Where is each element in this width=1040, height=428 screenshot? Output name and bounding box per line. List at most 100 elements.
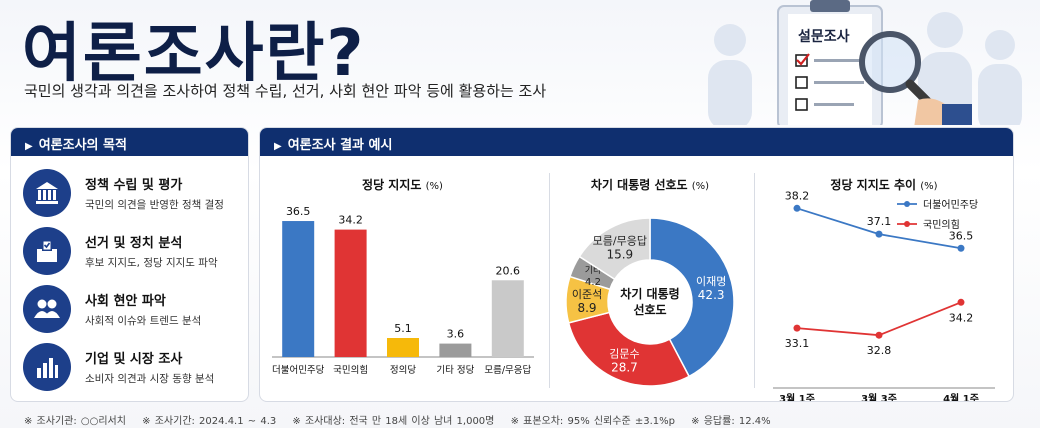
footnote-item: ※ 조사대상: 전국 만 18세 이상 남녀 1,000명 [292, 416, 495, 427]
results-panel-header: ▶ 여론조사 결과 예시 [260, 128, 1013, 156]
purpose-item-election: 선거 및 정치 분석 후보 지지도, 정당 지지도 파악 [23, 222, 236, 280]
point-value-label: 37.1 [867, 215, 892, 228]
donut-slice [578, 217, 651, 281]
bar-category-label: 정의당 [390, 365, 416, 376]
results-panel: ▶ 여론조사 결과 예시 정당 지지도 (%) 36.5 더불어민주당 34.2 국민의… [259, 127, 1014, 402]
magnifier-icon [859, 31, 972, 125]
footnote-item: ※ 응답률: 12.4% [691, 416, 771, 427]
bar-value-label: 5.1 [394, 322, 412, 335]
chart-title: 정당 지지도 추이 (%) [755, 176, 1013, 193]
purpose-panel: ▶ 여론조사의 목적 정책 수립 및 평가 국민의 의견을 반영한 정책 결정 선… [10, 127, 249, 402]
purpose-title: 정책 수립 및 평가 [85, 178, 183, 193]
chart-title-text: 정당 지지도 추이 [830, 178, 917, 192]
slice-value-label: 8.9 [577, 301, 596, 315]
presidential-preference-chart: 차기 대통령 선호도 (%) 이재명 42.3 김문수 28.7 이준석 8.9 기타 4.2… [550, 156, 750, 401]
chart-title: 정당 지지도 (%) [260, 176, 545, 193]
bar [334, 229, 367, 357]
series-line [796, 301, 962, 337]
footnote-item: ※ 표본오차: 95% 신뢰수준 ±3.1%p [510, 416, 675, 427]
triangle-right-icon: ▶ [274, 141, 282, 152]
purpose-panel-title: 여론조사의 목적 [38, 138, 127, 153]
point-value-label: 32.8 [867, 344, 892, 357]
purpose-item-market: 기업 및 시장 조사 소비자 의견과 시장 동향 분석 [23, 338, 236, 396]
purpose-desc: 소비자 의견과 시장 동향 분석 [85, 373, 215, 385]
point-value-label: 33.1 [785, 337, 810, 350]
donut-center-label: 차기 대통령 [620, 286, 679, 301]
purpose-panel-header: ▶ 여론조사의 목적 [11, 128, 248, 156]
triangle-right-icon: ▶ [25, 141, 33, 152]
slice-name-label: 이재명 [696, 275, 726, 288]
government-building-icon [23, 169, 71, 217]
bar [439, 343, 472, 357]
series-point [957, 244, 965, 252]
clipboard-label: 설문조사 [798, 29, 850, 45]
purpose-title: 사회 현안 파악 [85, 294, 166, 309]
checkbox-list-icon [795, 53, 864, 111]
donut-slice [649, 217, 735, 378]
purpose-desc: 후보 지지도, 정당 지지도 파악 [85, 257, 218, 269]
people-silhouettes-icon [708, 12, 1022, 125]
bar-category-label: 모름/무응답 [484, 364, 531, 376]
slice-name-label: 기타 [585, 265, 602, 276]
slice-name-label: 이준석 [572, 288, 602, 301]
footnote-item: ※ 조사기관: ○○리서치 [24, 416, 126, 427]
slice-value-label: 4.2 [585, 277, 601, 288]
results-panel-title: 여론조사 결과 예시 [287, 138, 393, 153]
slice-value-label: 42.3 [698, 288, 725, 302]
chart-title: 차기 대통령 선호도 (%) [550, 176, 750, 193]
point-value-label: 36.5 [949, 229, 974, 242]
bar-chart-svg: 36.5 더불어민주당 34.2 국민의힘 5.1 정의당 3.6 기타 정당 20.6 모름/무… [272, 205, 534, 376]
donut-center-label: 선호도 [633, 302, 666, 317]
bar-value-label: 36.5 [286, 205, 311, 218]
line-chart-svg: 3월 1주 3월 3주 4월 1주 38.2 37.1 36.5 더불어민주당 33.1 32.… [773, 189, 995, 402]
people-icon [23, 285, 71, 333]
purpose-list: 정책 수립 및 평가 국민의 의견을 반영한 정책 결정 선거 및 정치 분석 … [11, 156, 248, 401]
series-point [875, 230, 883, 238]
chart-unit: (%) [691, 181, 710, 192]
line-category-label: 3월 3주 [861, 393, 897, 402]
slice-value-label: 15.9 [606, 248, 633, 262]
bar [387, 338, 419, 357]
party-support-chart: 정당 지지도 (%) 36.5 더불어민주당 34.2 국민의힘 5.1 정의당 3.6 기타… [260, 156, 545, 401]
chart-unit: (%) [425, 181, 443, 192]
series-point [793, 324, 801, 332]
purpose-desc: 사회적 이슈와 트렌드 분석 [85, 315, 202, 327]
chart-divider [754, 173, 755, 388]
clipboard-icon [777, 0, 883, 125]
bar-value-label: 3.6 [447, 328, 465, 341]
slice-name-label: 모름/무응답 [593, 235, 647, 248]
support-trend-chart: 정당 지지도 추이 (%) 3월 1주 3월 3주 4월 1주 38.2 37.1 36.… [755, 156, 1013, 402]
bar [491, 280, 524, 357]
purpose-title: 기업 및 시장 조사 [85, 352, 183, 367]
page-subtitle: 국민의 생각과 의견을 조사하여 정책 수립, 선거, 사회 현안 파악 등에 … [24, 82, 547, 100]
page-title: 여론조사란? [22, 17, 366, 91]
chart-title-text: 차기 대통령 선호도 [590, 178, 688, 192]
legend-label: 더불어민주당 [923, 199, 978, 211]
bar-category-label: 기타 정당 [436, 365, 474, 376]
footnote-item: ※ 조사기간: 2024.4.1 ~ 4.3 [142, 416, 277, 427]
bar-chart-icon [23, 343, 71, 391]
chart-title-text: 정당 지지도 [362, 178, 422, 192]
point-value-label: 38.2 [785, 189, 810, 202]
purpose-item-policy: 정책 수립 및 평가 국민의 의견을 반영한 정책 결정 [23, 164, 236, 222]
line-category-label: 3월 1주 [779, 393, 815, 402]
line-category-label: 4월 1주 [943, 393, 979, 402]
donut-slice [567, 311, 691, 387]
purpose-desc: 국민의 의견을 반영한 정책 결정 [85, 199, 224, 211]
survey-footnote: ※ 조사기관: ○○리서치 ※ 조사기간: 2024.4.1 ~ 4.3 ※ 조… [24, 412, 783, 427]
slice-name-label: 김문수 [609, 348, 639, 361]
series-point [957, 298, 965, 306]
survey-illustration: 설문조사 [708, 0, 1022, 125]
legend-label: 국민의힘 [923, 219, 960, 231]
chart-divider [549, 173, 550, 388]
ballot-box-icon [23, 227, 71, 275]
chart-unit: (%) [920, 181, 938, 192]
slice-value-label: 28.7 [611, 361, 638, 375]
purpose-item-social: 사회 현안 파악 사회적 이슈와 트렌드 분석 [23, 280, 236, 338]
bar-category-label: 더불어민주당 [272, 365, 325, 376]
point-value-label: 34.2 [949, 311, 974, 324]
purpose-title: 선거 및 정치 분석 [85, 236, 183, 251]
bar [282, 221, 315, 357]
legend-swatch-dot [904, 221, 910, 227]
